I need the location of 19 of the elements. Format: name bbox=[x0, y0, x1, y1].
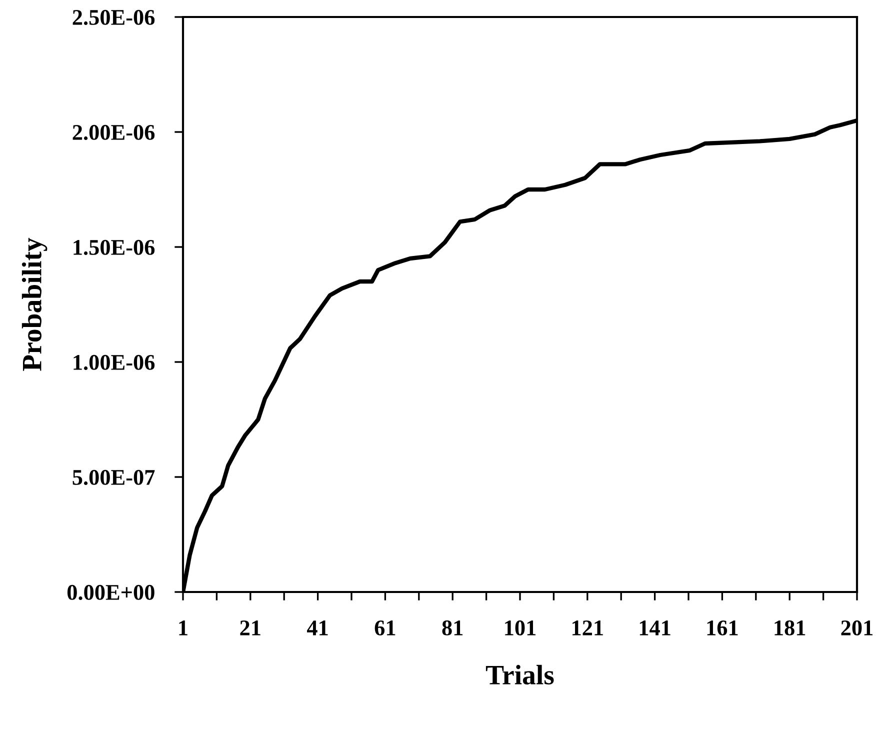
x-axis-title: Trials bbox=[486, 664, 554, 684]
x-tick-label: 81 bbox=[442, 620, 463, 636]
y-tick-label: 2.50E-06 bbox=[72, 10, 155, 26]
y-tick-label: 5.00E-07 bbox=[72, 470, 155, 486]
x-tick-label: 121 bbox=[572, 620, 603, 636]
y-tick-label: 1.50E-06 bbox=[74, 240, 155, 256]
x-tick-label: 101 bbox=[505, 620, 536, 636]
x-tick-label: 61 bbox=[374, 620, 396, 636]
x-tick-label: 1 bbox=[179, 620, 188, 636]
y-tick-label: 1.00E-06 bbox=[74, 354, 155, 370]
x-tick-label: 21 bbox=[240, 620, 260, 636]
y-tick-label: 2.00E-06 bbox=[72, 124, 155, 140]
x-tick-label: 141 bbox=[640, 620, 670, 636]
x-tick-label: 161 bbox=[707, 620, 738, 636]
x-tick-label: 181 bbox=[774, 620, 806, 636]
y-axis-title: Probability bbox=[22, 238, 48, 371]
x-tick-label: 201 bbox=[841, 620, 873, 636]
y-tick-label: 0.00E+00 bbox=[67, 584, 154, 600]
x-tick-label: 41 bbox=[306, 620, 328, 636]
